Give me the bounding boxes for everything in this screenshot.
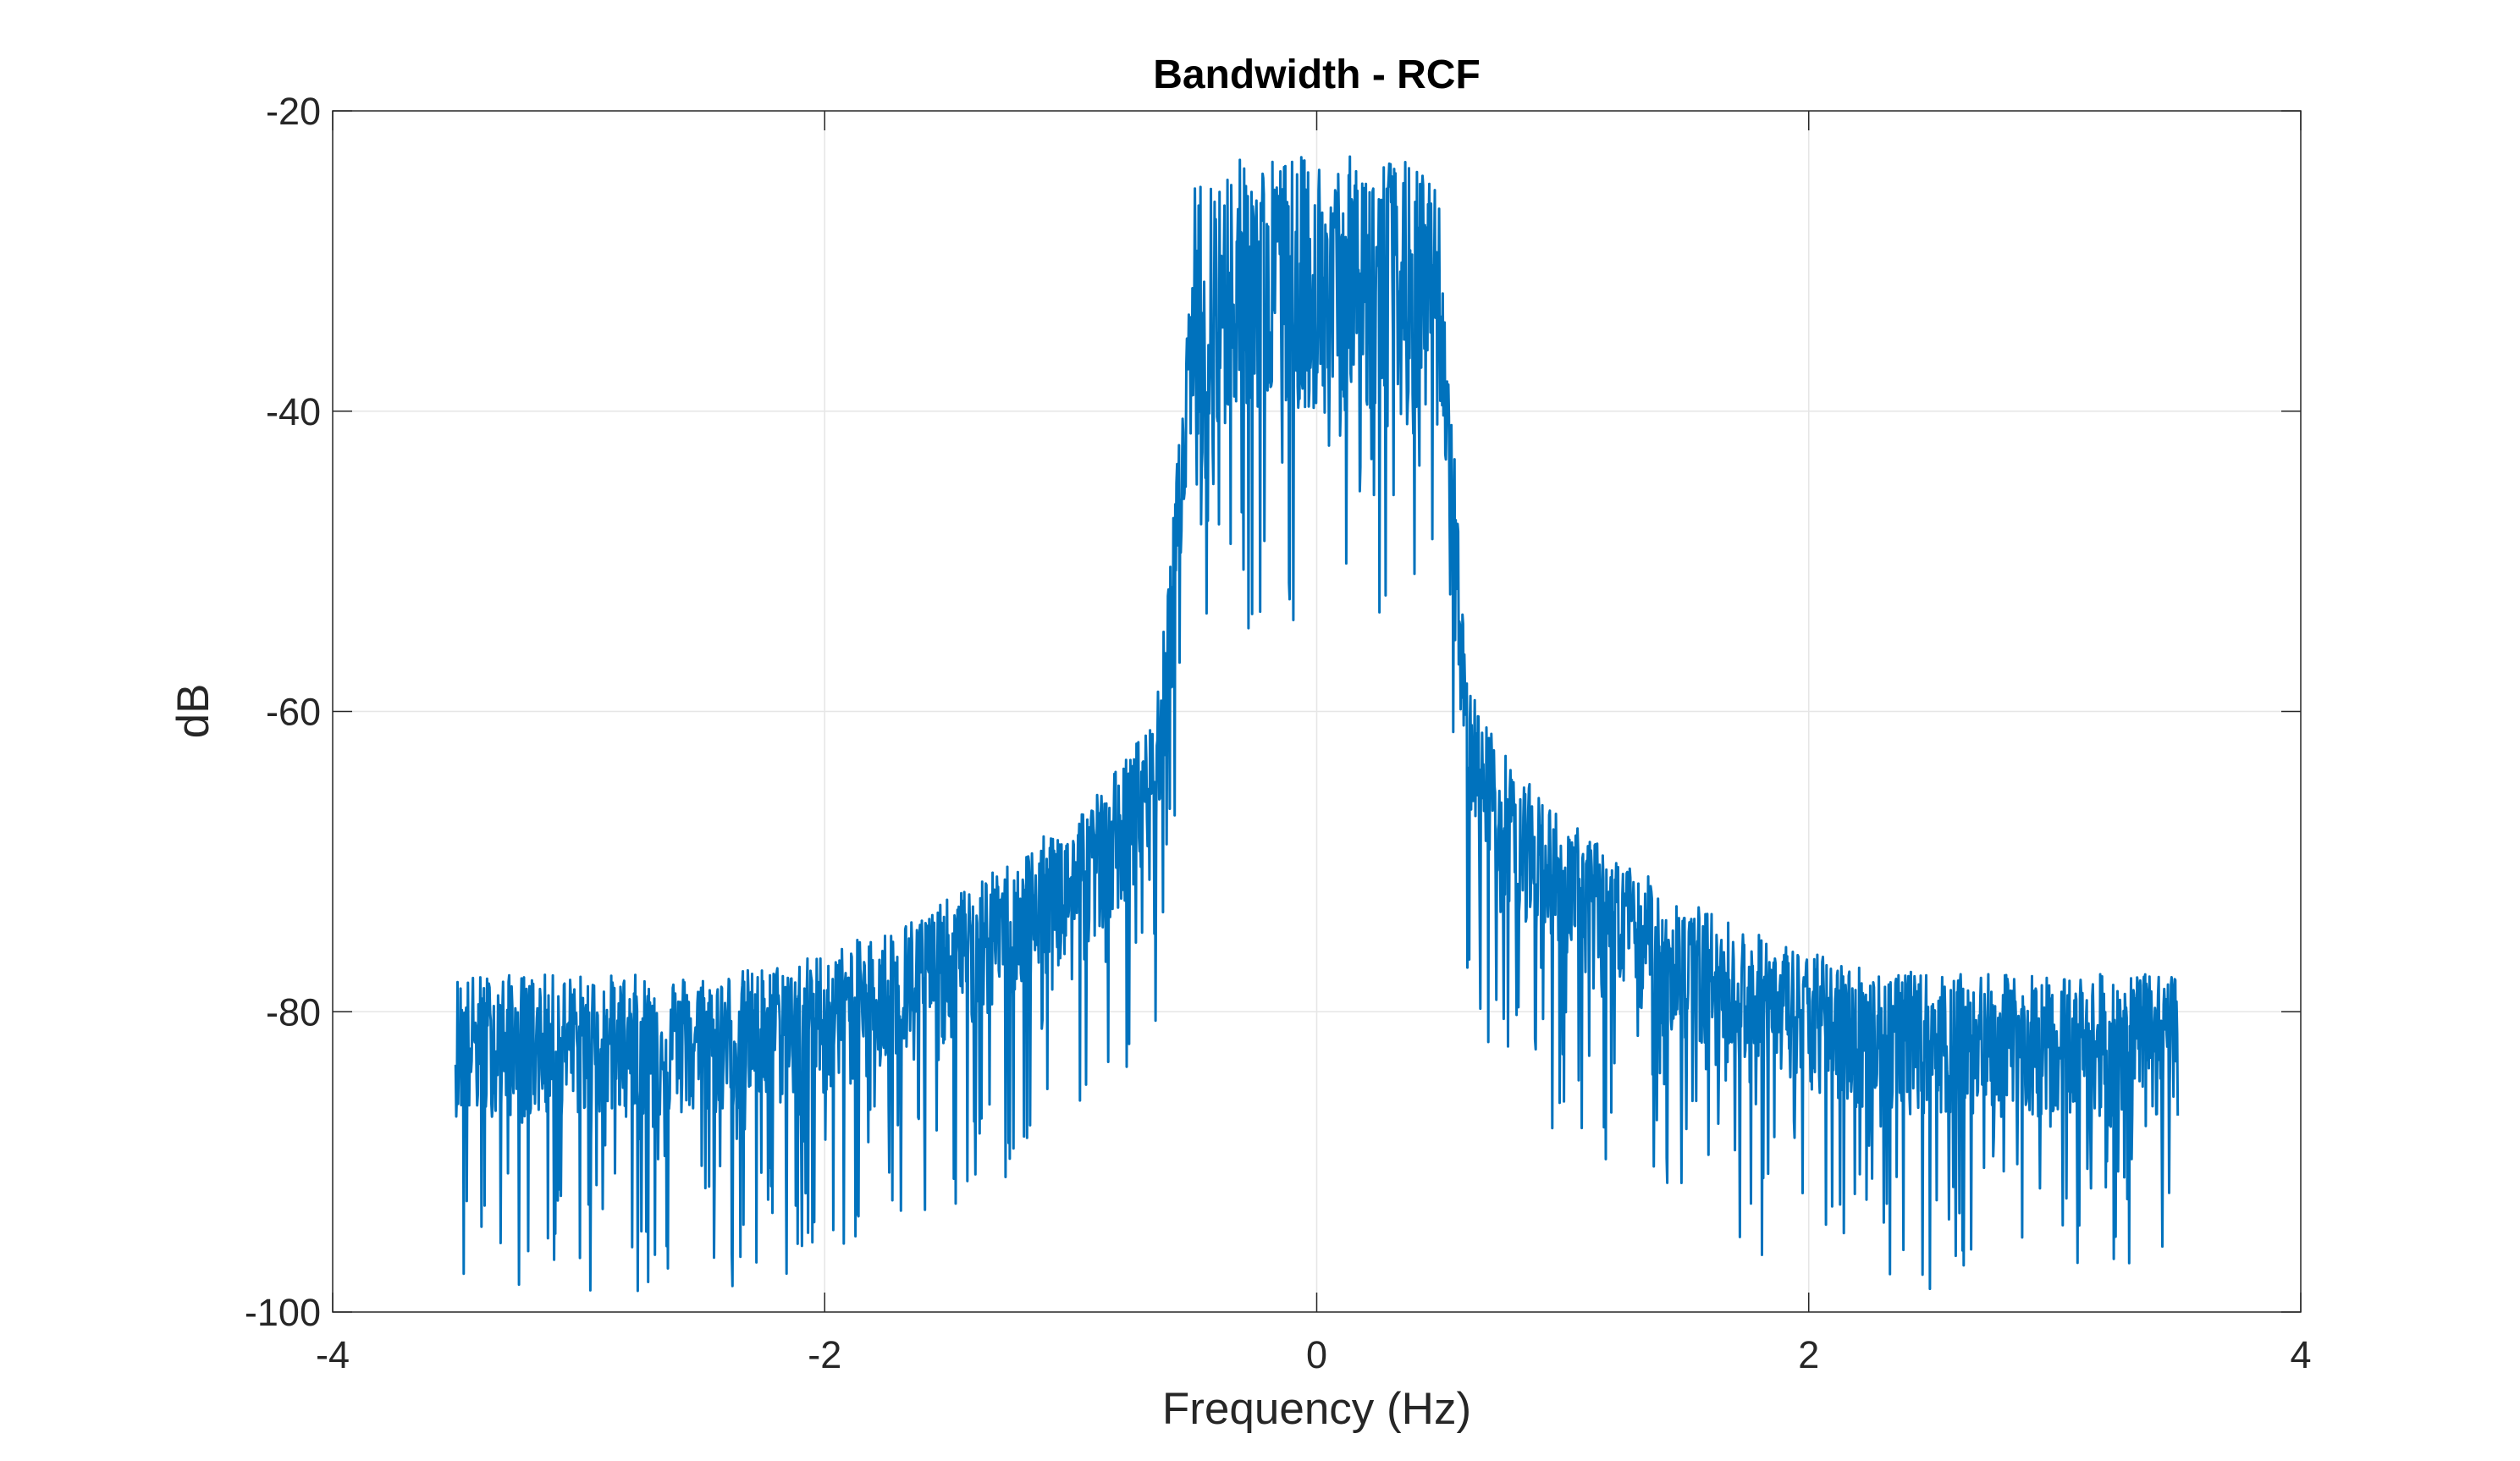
y-tick-label: -100: [245, 1291, 321, 1334]
y-tick-label: -60: [266, 691, 321, 734]
x-tick-label: 4: [2290, 1333, 2311, 1376]
y-tick-label: -40: [266, 390, 321, 433]
x-tick-label: 0: [1306, 1333, 1327, 1376]
y-tick-label: -80: [266, 990, 321, 1034]
chart-title: Bandwidth - RCF: [1153, 52, 1481, 97]
spectrum-line: [454, 155, 2180, 1293]
x-tick-label: 2: [1798, 1333, 1819, 1376]
ticks: [332, 110, 2302, 1313]
tick-labels: -4 -2 0 2 4-100-80-60-40-20: [245, 90, 2312, 1376]
series-layer: [454, 155, 2180, 1293]
y-axis-label: dB: [168, 684, 218, 739]
x-axis-label: Frequency (Hz): [1162, 1384, 1471, 1434]
x-tick-label: -4: [316, 1333, 350, 1376]
y-tick-label: -20: [266, 90, 321, 133]
x-tick-label: -2: [808, 1333, 841, 1376]
